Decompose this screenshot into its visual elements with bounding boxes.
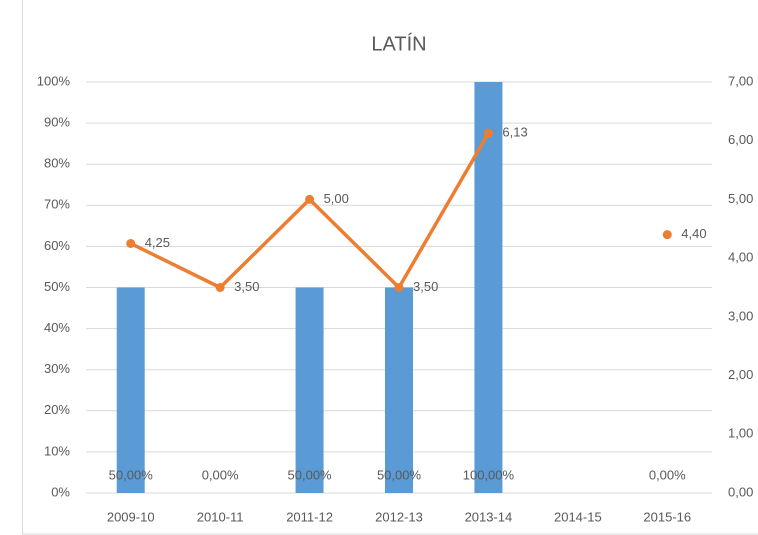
y-tick-label: 30% (44, 361, 70, 376)
line-value-label: 6,13 (502, 125, 527, 140)
y-tick-label: 0% (51, 484, 70, 499)
y-tick-label: 40% (44, 320, 70, 335)
bar-value-label: 50,00% (288, 467, 333, 482)
x-tick-label: 2009-10 (107, 509, 155, 524)
line-value-label: 5,00 (324, 191, 349, 206)
bar-value-label: 50,00% (377, 467, 422, 482)
y2-tick-label: 5,00 (728, 191, 753, 206)
y2-tick-label: 0,00 (728, 484, 753, 499)
bar-value-label: 50,00% (109, 467, 154, 482)
y2-tick-label: 1,00 (728, 426, 753, 441)
x-tick-label: 2012-13 (375, 509, 423, 524)
x-tick-label: 2011-12 (286, 509, 333, 524)
y2-tick-label: 3,00 (728, 308, 753, 323)
line-marker (305, 194, 315, 204)
y-tick-label: 80% (44, 156, 70, 171)
line-value-label: 3,50 (413, 279, 438, 294)
y2-tick-label: 2,00 (728, 367, 753, 382)
chart-title: LATÍN (371, 32, 426, 55)
x-tick-label: 2015-16 (643, 509, 691, 524)
x-tick-label: 2014-15 (554, 509, 602, 524)
y-tick-label: 20% (44, 402, 70, 417)
bar-value-label: 0,00% (649, 467, 686, 482)
y2-tick-label: 6,00 (728, 132, 753, 147)
bar-value-label: 0,00% (202, 467, 239, 482)
y-tick-label: 50% (44, 279, 70, 294)
y-tick-label: 100% (37, 73, 71, 88)
bar (295, 287, 324, 493)
bar (474, 82, 503, 493)
line-value-label: 4,40 (681, 226, 706, 241)
line-marker (662, 230, 672, 240)
y2-tick-label: 4,00 (728, 250, 753, 265)
x-tick-label: 2010-11 (197, 509, 244, 524)
line-marker (126, 238, 136, 248)
y-tick-label: 70% (44, 197, 70, 212)
line-value-label: 4,25 (145, 235, 170, 250)
bar (385, 287, 413, 493)
line-value-label: 3,50 (234, 279, 259, 294)
line-marker (483, 128, 493, 138)
y-tick-label: 10% (44, 443, 70, 458)
y2-tick-label: 7,00 (728, 73, 753, 88)
y-tick-label: 60% (44, 238, 70, 253)
line-marker (394, 283, 404, 292)
bar (116, 287, 145, 493)
x-tick-label: 2013-14 (465, 509, 513, 524)
y-tick-label: 90% (44, 115, 70, 130)
bar-value-label: 100,00% (463, 467, 515, 482)
line-marker (215, 283, 225, 292)
